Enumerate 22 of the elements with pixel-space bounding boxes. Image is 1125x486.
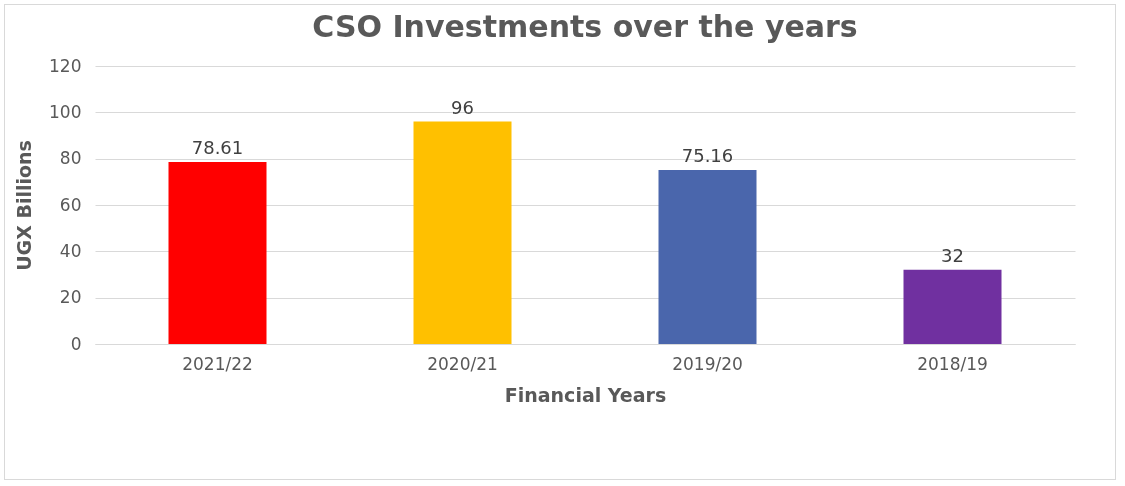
y-tick-label: 80 <box>59 148 82 169</box>
x-axis-title: Financial Years <box>504 383 667 406</box>
y-tick-label: 120 <box>49 55 82 76</box>
y-axis-title: UGX Billions <box>13 140 36 271</box>
data-label: 75.16 <box>681 144 734 166</box>
bar <box>658 169 757 344</box>
bar <box>413 121 512 344</box>
bar <box>903 269 1002 344</box>
x-tick-label: 2021/22 <box>182 353 253 374</box>
y-tick-label: 20 <box>59 287 82 308</box>
bar <box>168 161 267 344</box>
chart-title: CSO Investments over the years <box>312 9 858 44</box>
y-tick-label: 40 <box>59 240 82 261</box>
x-tick-label: 2019/20 <box>672 353 743 374</box>
x-tick-label: 2018/19 <box>917 353 988 374</box>
y-tick-label: 100 <box>49 101 82 122</box>
data-label: 96 <box>451 96 474 118</box>
data-label: 32 <box>941 244 964 266</box>
data-label: 78.61 <box>191 136 244 158</box>
y-tick-label: 60 <box>59 194 82 215</box>
y-tick-label: 0 <box>70 333 82 354</box>
x-tick-label: 2020/21 <box>427 353 498 374</box>
